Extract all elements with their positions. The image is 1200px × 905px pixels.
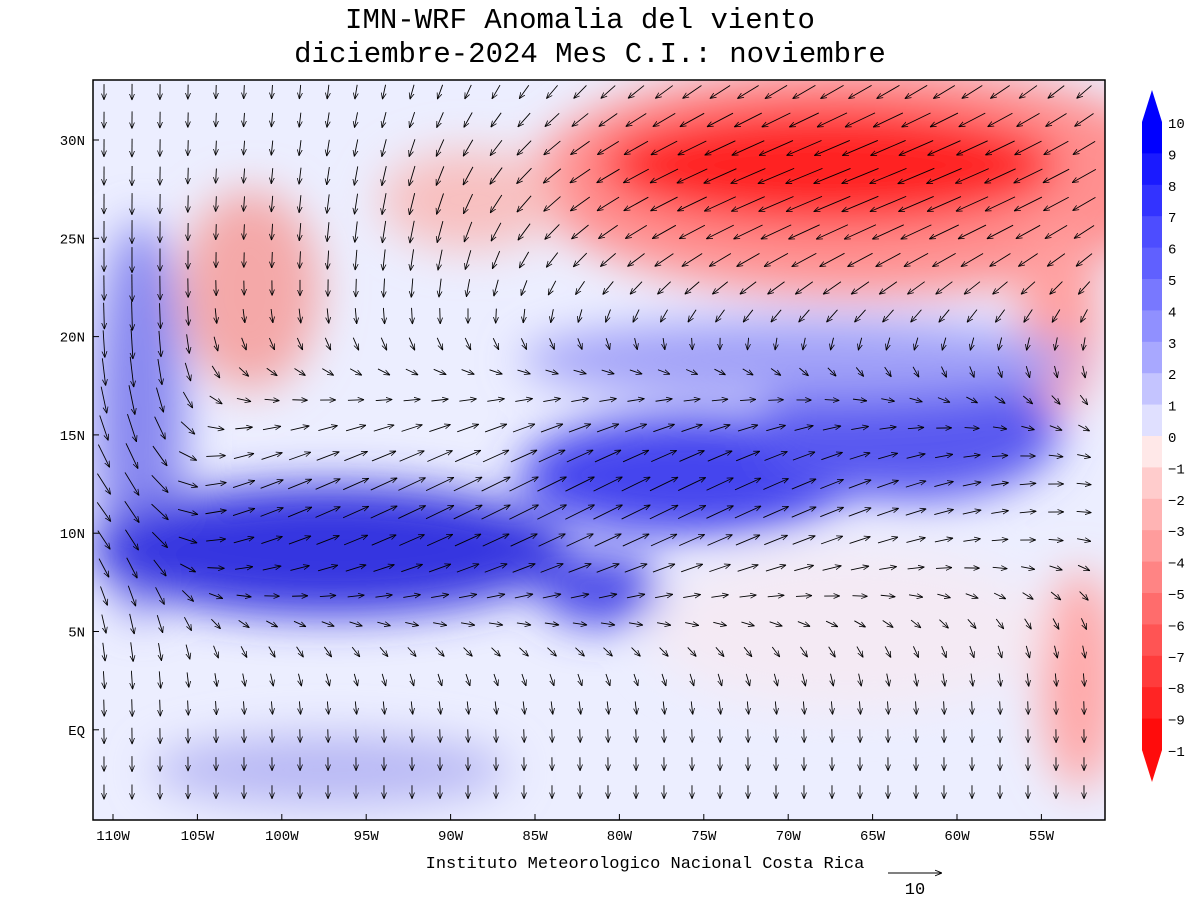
wind-vector bbox=[524, 729, 525, 742]
wind-vector bbox=[132, 699, 133, 716]
lon-label: 105W bbox=[181, 829, 215, 845]
wind-vector bbox=[272, 252, 273, 268]
colorbar-label: 9 bbox=[1168, 148, 1176, 164]
colorbar-swatch bbox=[1142, 656, 1162, 688]
colorbar-swatch bbox=[1142, 562, 1162, 594]
colorbar-label: 6 bbox=[1168, 243, 1176, 259]
wind-vector bbox=[608, 729, 609, 742]
colorbar-label: −1 bbox=[1168, 745, 1185, 761]
lat-label: 5N bbox=[68, 626, 85, 642]
lat-label: EQ bbox=[68, 724, 85, 740]
wind-vector bbox=[692, 729, 693, 742]
wind-vector bbox=[160, 700, 161, 717]
lon-label: 110W bbox=[96, 829, 130, 845]
colorbar-swatch bbox=[1142, 185, 1162, 217]
colorbar-label: 1 bbox=[1168, 400, 1176, 416]
colorbar-swatch bbox=[1142, 530, 1162, 562]
wind-vector bbox=[412, 729, 413, 742]
colorbar-swatch bbox=[1142, 687, 1162, 719]
anomaly-field bbox=[90, 65, 1190, 820]
colorbar-label: 0 bbox=[1168, 431, 1176, 447]
colorbar-label: 5 bbox=[1168, 274, 1176, 290]
colorbar-swatch bbox=[1142, 216, 1162, 248]
colorbar-swatch bbox=[1142, 467, 1162, 499]
colorbar-top bbox=[1142, 90, 1162, 122]
reference-label: 10 bbox=[905, 881, 925, 900]
colorbar-swatch bbox=[1142, 499, 1162, 531]
colorbar-label: 10 bbox=[1168, 117, 1185, 133]
colorbar-swatch bbox=[1142, 436, 1162, 468]
colorbar-label: −8 bbox=[1168, 682, 1185, 698]
lon-label: 85W bbox=[522, 829, 548, 845]
lon-label: 55W bbox=[1029, 829, 1055, 845]
lon-label: 75W bbox=[691, 829, 717, 845]
colorbar-swatch bbox=[1142, 719, 1162, 751]
colorbar-label: −3 bbox=[1168, 525, 1185, 541]
colorbar-label: 7 bbox=[1168, 211, 1176, 227]
colorbar-swatch bbox=[1142, 310, 1162, 342]
colorbar-swatch bbox=[1142, 153, 1162, 185]
wind-vector bbox=[468, 729, 469, 742]
colorbar-label: −7 bbox=[1168, 651, 1185, 667]
wind-vector bbox=[1056, 701, 1057, 714]
colorbar-swatch bbox=[1142, 593, 1162, 625]
wind-vector bbox=[852, 596, 867, 597]
wind-vector bbox=[664, 729, 665, 742]
colorbar-swatch bbox=[1142, 373, 1162, 405]
lat-label: 25N bbox=[60, 232, 85, 248]
wind-vector bbox=[292, 400, 307, 401]
lon-label: 60W bbox=[944, 829, 970, 845]
colorbar-label: 3 bbox=[1168, 337, 1176, 353]
lat-label: 30N bbox=[60, 134, 85, 150]
colorbar-label: −6 bbox=[1168, 619, 1185, 635]
wind-vector bbox=[496, 729, 497, 742]
footer: Instituto Meteorologico Nacional Costa R… bbox=[426, 855, 865, 874]
lon-label: 90W bbox=[438, 829, 464, 845]
colorbar-label: −1 bbox=[1168, 462, 1185, 478]
lon-label: 80W bbox=[607, 829, 633, 845]
colorbar-swatch bbox=[1142, 279, 1162, 311]
wind-vector bbox=[768, 400, 783, 401]
lon-label: 100W bbox=[265, 829, 299, 845]
colorbar-swatch bbox=[1142, 248, 1162, 280]
wind-vector bbox=[636, 729, 637, 742]
colorbar-label: −4 bbox=[1168, 557, 1185, 573]
lat-label: 20N bbox=[60, 331, 85, 347]
wind-vector bbox=[348, 400, 364, 401]
colorbar-label: 4 bbox=[1168, 305, 1176, 321]
colorbar-swatch bbox=[1142, 624, 1162, 656]
wind-vector bbox=[216, 113, 217, 127]
lon-label: 95W bbox=[354, 829, 380, 845]
colorbar-label: 2 bbox=[1168, 368, 1176, 384]
colorbar-label: −2 bbox=[1168, 494, 1185, 510]
colorbar-swatch bbox=[1142, 122, 1162, 154]
wind-vector bbox=[356, 279, 357, 297]
wind-vector bbox=[440, 729, 441, 742]
colorbar-label: −9 bbox=[1168, 714, 1185, 730]
subtitle: diciembre-2024 Mes C.I.: noviembre bbox=[294, 38, 886, 71]
colorbar-label: −5 bbox=[1168, 588, 1185, 604]
lon-label: 65W bbox=[860, 829, 886, 845]
colorbar-swatch bbox=[1142, 342, 1162, 374]
colorbar-bottom bbox=[1142, 750, 1162, 782]
wind-vector bbox=[552, 729, 553, 742]
lat-label: 10N bbox=[60, 527, 85, 543]
colorbar-label: 8 bbox=[1168, 180, 1176, 196]
wind-vector bbox=[580, 729, 581, 742]
colorbar-swatch bbox=[1142, 405, 1162, 437]
wind-vector bbox=[440, 308, 441, 324]
lat-label: 15N bbox=[60, 429, 85, 445]
wind-vector bbox=[1028, 701, 1029, 714]
lon-label: 70W bbox=[776, 829, 802, 845]
wind-vector bbox=[216, 224, 217, 240]
title: IMN-WRF Anomalia del viento bbox=[345, 4, 815, 37]
